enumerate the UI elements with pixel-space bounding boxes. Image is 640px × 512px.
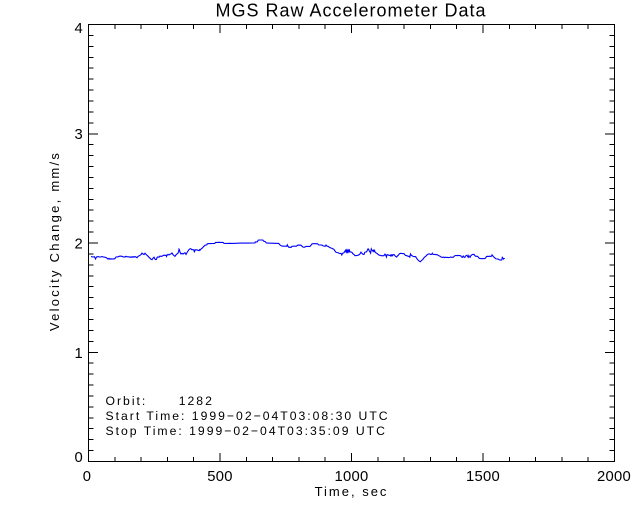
svg-text:1500: 1500 <box>466 469 500 485</box>
svg-text:1282: 1282 <box>179 394 214 408</box>
svg-text:1: 1 <box>74 346 83 362</box>
svg-text:Stop Time: 1999−02−04T03:35:09: Stop Time: 1999−02−04T03:35:09 UTC <box>106 424 387 438</box>
svg-text:Velocity Change, mm/s: Velocity Change, mm/s <box>47 151 62 331</box>
svg-text:4: 4 <box>74 21 83 37</box>
svg-text:2: 2 <box>74 237 83 253</box>
svg-text:0: 0 <box>83 469 92 485</box>
svg-text:2000: 2000 <box>597 469 631 485</box>
svg-text:Start Time: 1999−02−04T03:08:3: Start Time: 1999−02−04T03:08:30 UTC <box>106 409 390 423</box>
svg-text:MGS Raw Accelerometer Data: MGS Raw Accelerometer Data <box>215 1 486 21</box>
svg-text:Time, sec: Time, sec <box>315 484 389 499</box>
svg-text:0: 0 <box>74 450 83 466</box>
svg-text:1000: 1000 <box>334 469 368 485</box>
svg-text:Orbit:: Orbit: <box>106 394 148 408</box>
svg-text:3: 3 <box>74 127 83 143</box>
svg-text:500: 500 <box>207 469 233 485</box>
